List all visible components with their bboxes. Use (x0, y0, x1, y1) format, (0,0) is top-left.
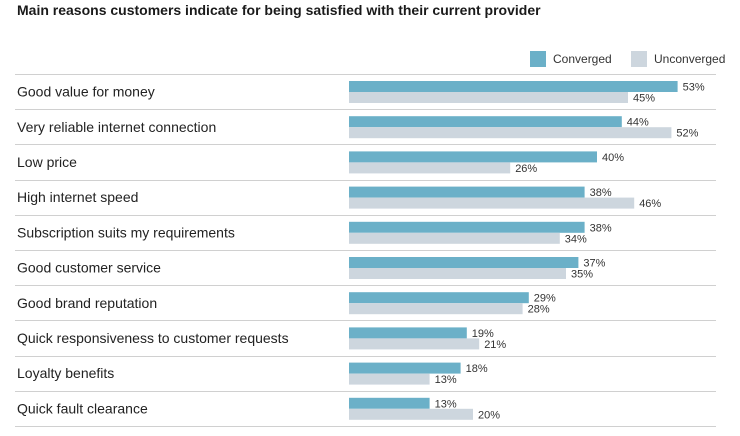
data-label-converged: 19% (472, 328, 494, 340)
bar-unconverged (349, 268, 566, 279)
bar-converged (349, 292, 529, 304)
category-label: Low price (17, 154, 77, 170)
bar-converged (349, 221, 585, 233)
data-label-unconverged: 52% (676, 128, 698, 140)
bar-unconverged (349, 127, 672, 139)
bar-unconverged (349, 373, 430, 385)
bar-unconverged (349, 162, 511, 174)
data-label-converged: 13% (435, 398, 457, 410)
data-label-converged: 40% (602, 152, 624, 164)
data-label-unconverged: 45% (633, 93, 655, 105)
category-label: Loyalty benefits (17, 365, 114, 381)
data-label-unconverged: 20% (478, 409, 500, 421)
data-label-unconverged: 13% (435, 374, 457, 386)
bar-converged (349, 257, 579, 268)
bar-converged (349, 362, 461, 374)
bar-unconverged (349, 197, 635, 209)
legend-label-converged: Converged (553, 52, 612, 66)
bar-converged (349, 151, 597, 163)
bar-unconverged (349, 338, 480, 350)
category-label: Quick fault clearance (17, 400, 148, 416)
data-label-converged: 44% (627, 117, 649, 129)
bar-converged (349, 186, 585, 198)
data-label-converged: 18% (466, 363, 488, 375)
category-label: Good value for money (17, 84, 155, 100)
data-label-converged: 37% (583, 258, 605, 270)
bar-unconverged (349, 408, 473, 420)
category-label: Very reliable internet connection (17, 119, 216, 135)
bar-unconverged (349, 92, 628, 103)
data-label-unconverged: 26% (515, 163, 537, 175)
bar-converged (349, 327, 467, 339)
data-label-unconverged: 35% (571, 269, 593, 281)
category-label: High internet speed (17, 189, 138, 205)
data-label-converged: 29% (534, 293, 556, 305)
bar-unconverged (349, 232, 560, 244)
category-label: Good customer service (17, 260, 161, 276)
category-label: Quick responsiveness to customer request… (17, 330, 289, 346)
data-label-unconverged: 46% (639, 198, 661, 210)
data-label-converged: 38% (590, 222, 612, 234)
data-label-unconverged: 28% (528, 304, 550, 316)
category-label: Good brand reputation (17, 295, 157, 311)
legend-swatch-converged (530, 51, 546, 67)
data-label-unconverged: 21% (484, 339, 506, 351)
bar-unconverged (349, 303, 523, 315)
legend-label-unconverged: Unconverged (654, 52, 726, 66)
bar-converged (349, 81, 678, 92)
data-label-converged: 38% (590, 187, 612, 199)
bar-converged (349, 397, 430, 409)
chart-title: Main reasons customers indicate for bein… (17, 2, 541, 18)
data-label-converged: 53% (683, 82, 705, 94)
legend-swatch-unconverged (631, 51, 647, 67)
bar-converged (349, 116, 622, 128)
category-label: Subscription suits my requirements (17, 224, 235, 240)
data-label-unconverged: 34% (565, 233, 587, 245)
